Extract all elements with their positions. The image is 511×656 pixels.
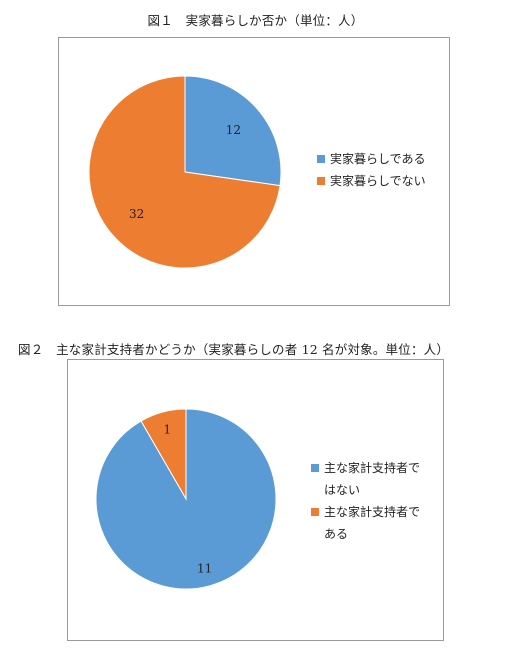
pie-slice-2 — [88, 75, 281, 269]
figure2-pie-svg: 111 — [95, 408, 277, 590]
legend-swatch — [317, 177, 325, 185]
figure1-chart-frame: 12 32 実家暮らしである 実家暮らしでない — [58, 37, 450, 306]
figure1-title: 図１ 実家暮らしか否か（単位：人） — [147, 13, 364, 28]
legend-label-continuation: ある — [324, 527, 349, 541]
pie-slice-2 — [95, 408, 277, 590]
legend-label: 実家暮らしでない — [330, 174, 426, 188]
pie-data-label-2: 32 — [129, 207, 144, 221]
legend-item-not-main-earner: 主な家計支持者で はない — [311, 457, 420, 501]
figure1-pie-svg: 12 32 — [88, 75, 282, 269]
pie-data-label-2: 11 — [197, 562, 212, 576]
legend-label: 主な家計支持者で — [324, 505, 421, 519]
pie-data-label-1: 12 — [226, 123, 241, 137]
legend-swatch — [311, 508, 319, 516]
figure2-title: 図２ 主な家計支持者かどうか（実家暮らしの者 12 名が対象。単位：人） — [18, 342, 450, 357]
pie-data-label-1: 1 — [164, 422, 172, 436]
legend-item-not-living-with-family: 実家暮らしでない — [317, 170, 426, 192]
pie-slice-1 — [184, 75, 282, 187]
legend-label: 実家暮らしである — [330, 152, 426, 166]
legend-item-living-with-family: 実家暮らしである — [317, 148, 426, 170]
figure1-legend: 実家暮らしである 実家暮らしでない — [317, 148, 426, 192]
legend-label-continuation: はない — [324, 483, 361, 497]
legend-swatch — [311, 464, 319, 472]
legend-swatch — [317, 155, 325, 163]
legend-item-main-earner: 主な家計支持者で ある — [311, 501, 420, 545]
figure2-legend: 主な家計支持者で はない 主な家計支持者で ある — [311, 457, 420, 545]
legend-label: 主な家計支持者で — [324, 461, 421, 475]
figure2-chart-frame: 1 11 主な家計支持者で はない 主な家計支持者で ある — [67, 359, 444, 641]
